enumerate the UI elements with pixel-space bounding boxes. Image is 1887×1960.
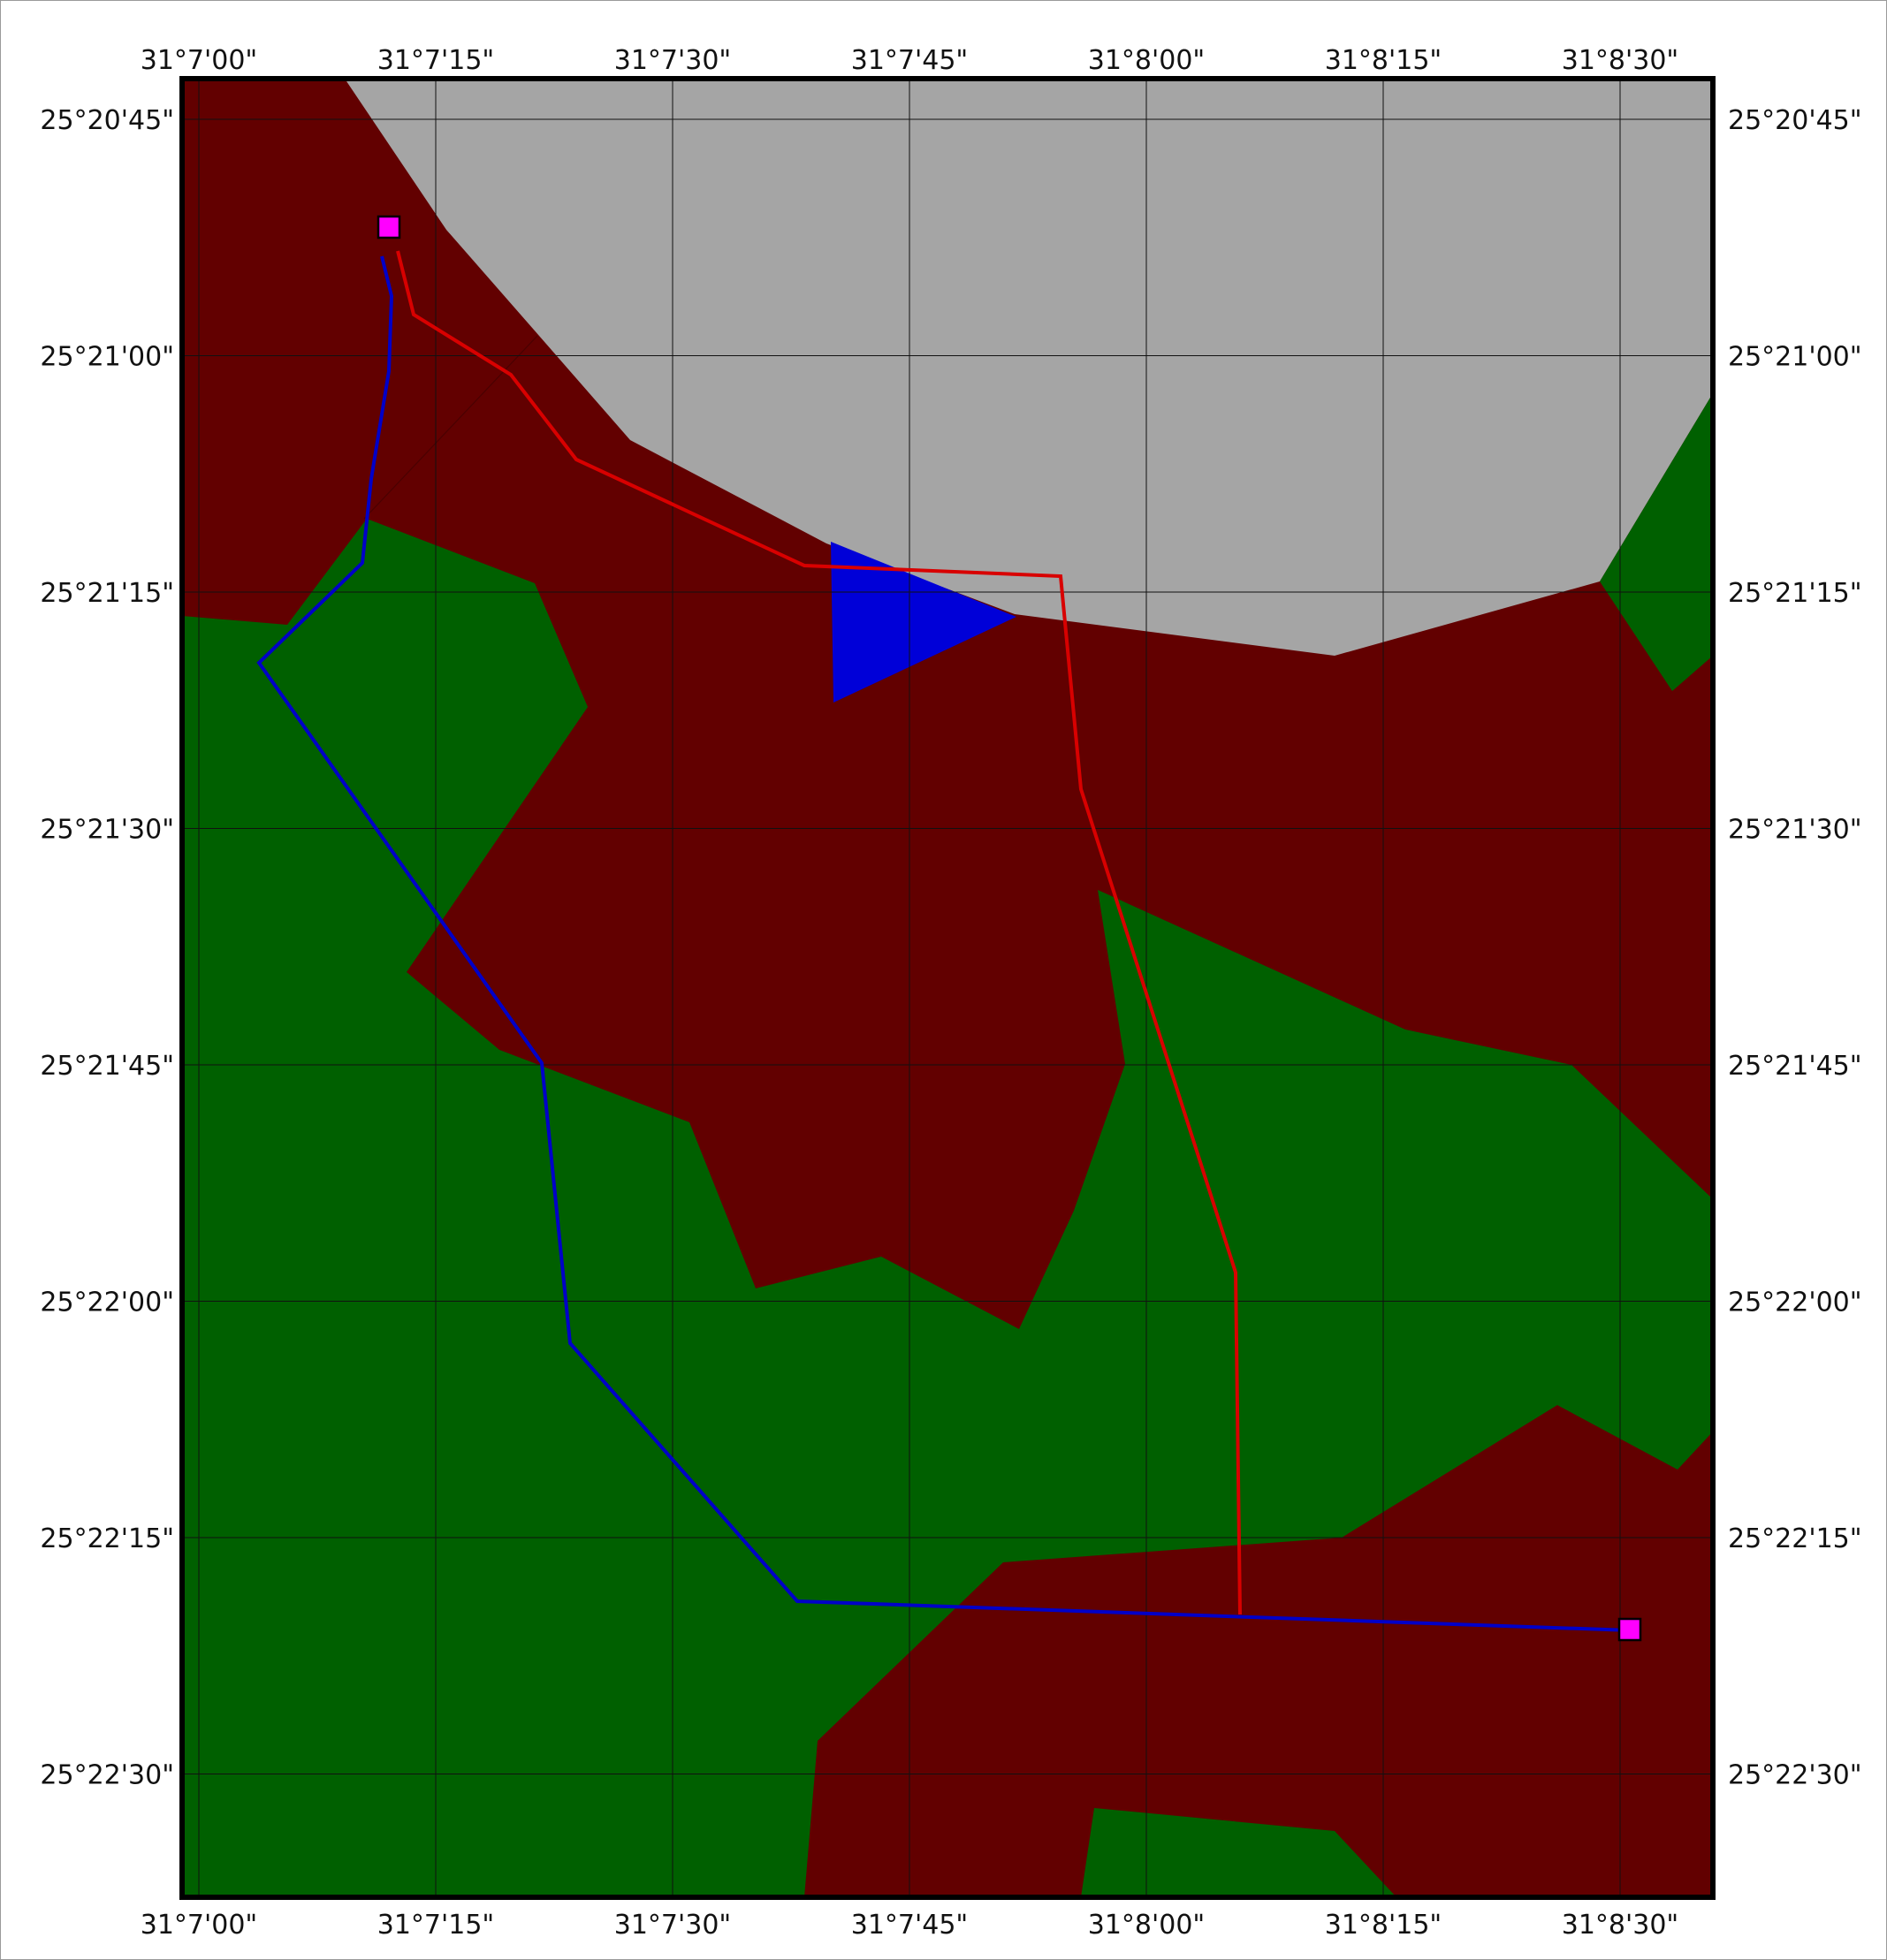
longitude-label: 31°7'30" — [614, 45, 731, 76]
latitude-label: 25°21'30" — [1728, 815, 1862, 846]
latitude-label: 25°21'00" — [40, 342, 174, 373]
longitude-label: 31°8'30" — [1562, 45, 1678, 76]
longitude-labels-bottom: 31°7'00" 31°7'15" 31°7'30" 31°7'45" 31°8'00"… — [141, 1910, 1678, 1941]
longitude-label: 31°7'45" — [851, 1910, 968, 1941]
barren-region — [345, 79, 1713, 656]
latitude-label: 25°21'15" — [1728, 578, 1862, 609]
latitude-label: 25°22'30" — [1728, 1760, 1862, 1791]
green-region-south — [1081, 1808, 1396, 1897]
region-boundary-line — [363, 335, 538, 520]
green-region-west — [182, 519, 1713, 1897]
latitude-label: 25°20'45" — [40, 105, 174, 136]
latitude-labels-left: 25°20'45" 25°21'00" 25°21'15" 25°21'30" 25°2… — [40, 105, 174, 1791]
latitude-label: 25°20'45" — [1728, 105, 1862, 136]
blue-route[interactable] — [256, 255, 1632, 1632]
start-marker-icon[interactable] — [377, 215, 401, 239]
longitude-label: 31°8'00" — [1088, 1910, 1205, 1941]
coordinate-grid — [182, 79, 1713, 1897]
longitude-label: 31°7'15" — [377, 1910, 494, 1941]
latitude-label: 25°22'15" — [1728, 1523, 1862, 1554]
longitude-label: 31°7'45" — [851, 45, 968, 76]
latitude-label: 25°21'45" — [40, 1051, 174, 1082]
latitude-label: 25°21'15" — [40, 578, 174, 609]
water-body — [831, 542, 1016, 703]
longitude-label: 31°7'30" — [614, 1910, 731, 1941]
latitude-label: 25°22'15" — [40, 1523, 174, 1554]
longitude-label: 31°8'15" — [1325, 45, 1442, 76]
longitude-label: 31°7'00" — [141, 45, 257, 76]
latitude-label: 25°22'30" — [40, 1760, 174, 1791]
longitude-label: 31°8'00" — [1088, 45, 1205, 76]
latitude-label: 25°21'30" — [40, 815, 174, 846]
longitude-label: 31°8'15" — [1325, 1910, 1442, 1941]
longitude-label: 31°7'15" — [377, 45, 494, 76]
longitude-labels-top: 31°7'00" 31°7'15" 31°7'30" 31°7'45" 31°8'00"… — [141, 45, 1678, 76]
latitude-label: 25°21'45" — [1728, 1051, 1862, 1082]
green-region-northeast — [1600, 393, 1713, 691]
latitude-label: 25°22'00" — [1728, 1288, 1862, 1318]
land-cover-layer — [182, 79, 1713, 1897]
end-marker-icon[interactable] — [1617, 1617, 1642, 1642]
longitude-label: 31°7'00" — [141, 1910, 257, 1941]
latitude-label: 25°21'00" — [1728, 342, 1862, 373]
red-route[interactable] — [396, 250, 1242, 1615]
map-border — [179, 76, 1716, 1900]
latitude-label: 25°22'00" — [40, 1288, 174, 1318]
longitude-label: 31°8'30" — [1562, 1910, 1678, 1941]
latitude-labels-right: 25°20'45" 25°21'00" 25°21'15" 25°21'30" 25°2… — [1728, 105, 1862, 1791]
